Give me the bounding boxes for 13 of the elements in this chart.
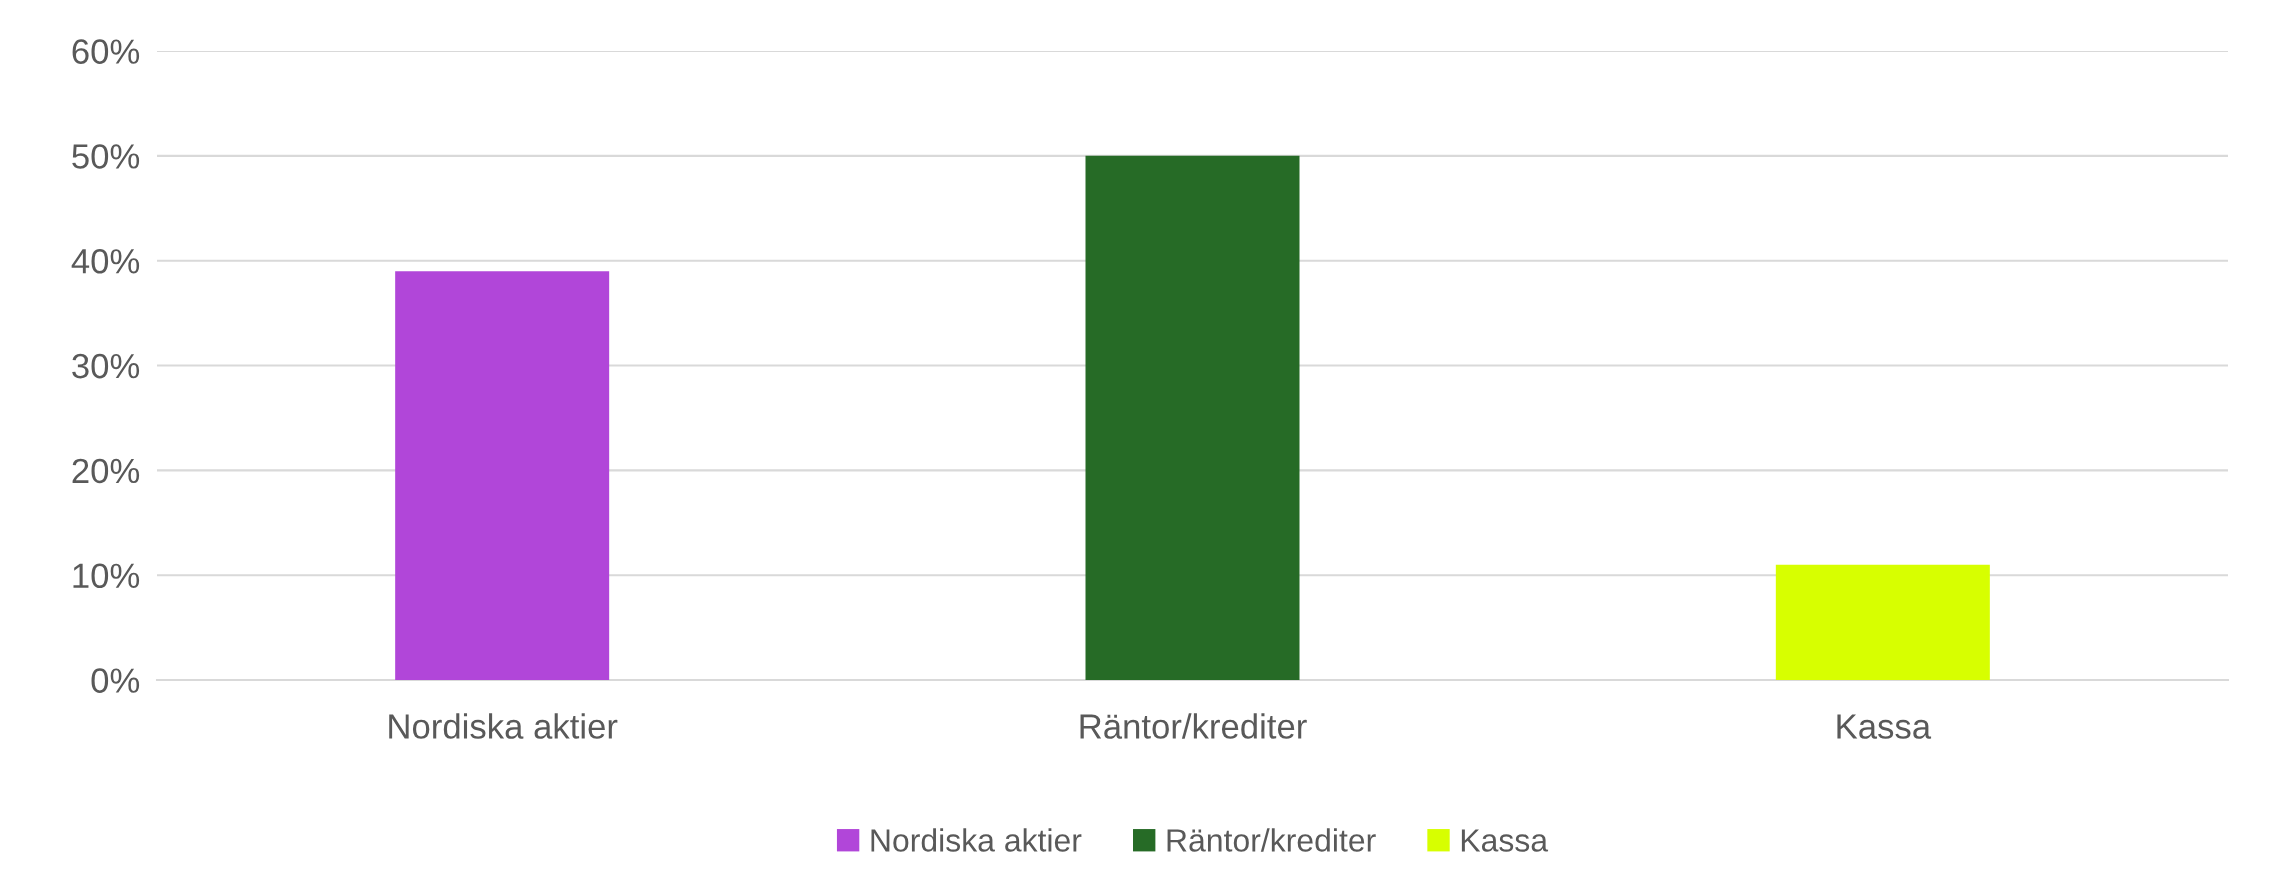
legend-label: Kassa — [1461, 829, 1549, 852]
y-tick-label: 0% — [91, 668, 140, 693]
x-tick-label: Räntor/krediter — [1080, 713, 1307, 739]
y-tick-label: 60% — [72, 39, 140, 64]
y-tick-label: 10% — [73, 563, 140, 589]
x-tick-label: Nordiska aktier — [389, 713, 618, 739]
y-tick-label: 20% — [72, 458, 140, 484]
legend-label: Nordiska aktier — [871, 828, 1082, 852]
x-tick-label: Kassa — [1837, 714, 1932, 739]
y-tick-label: 30% — [72, 353, 140, 379]
y-tick-label: 40% — [71, 249, 140, 274]
legend-label: Räntor/krediter — [1167, 828, 1376, 852]
y-tick-label: 50% — [72, 144, 140, 169]
